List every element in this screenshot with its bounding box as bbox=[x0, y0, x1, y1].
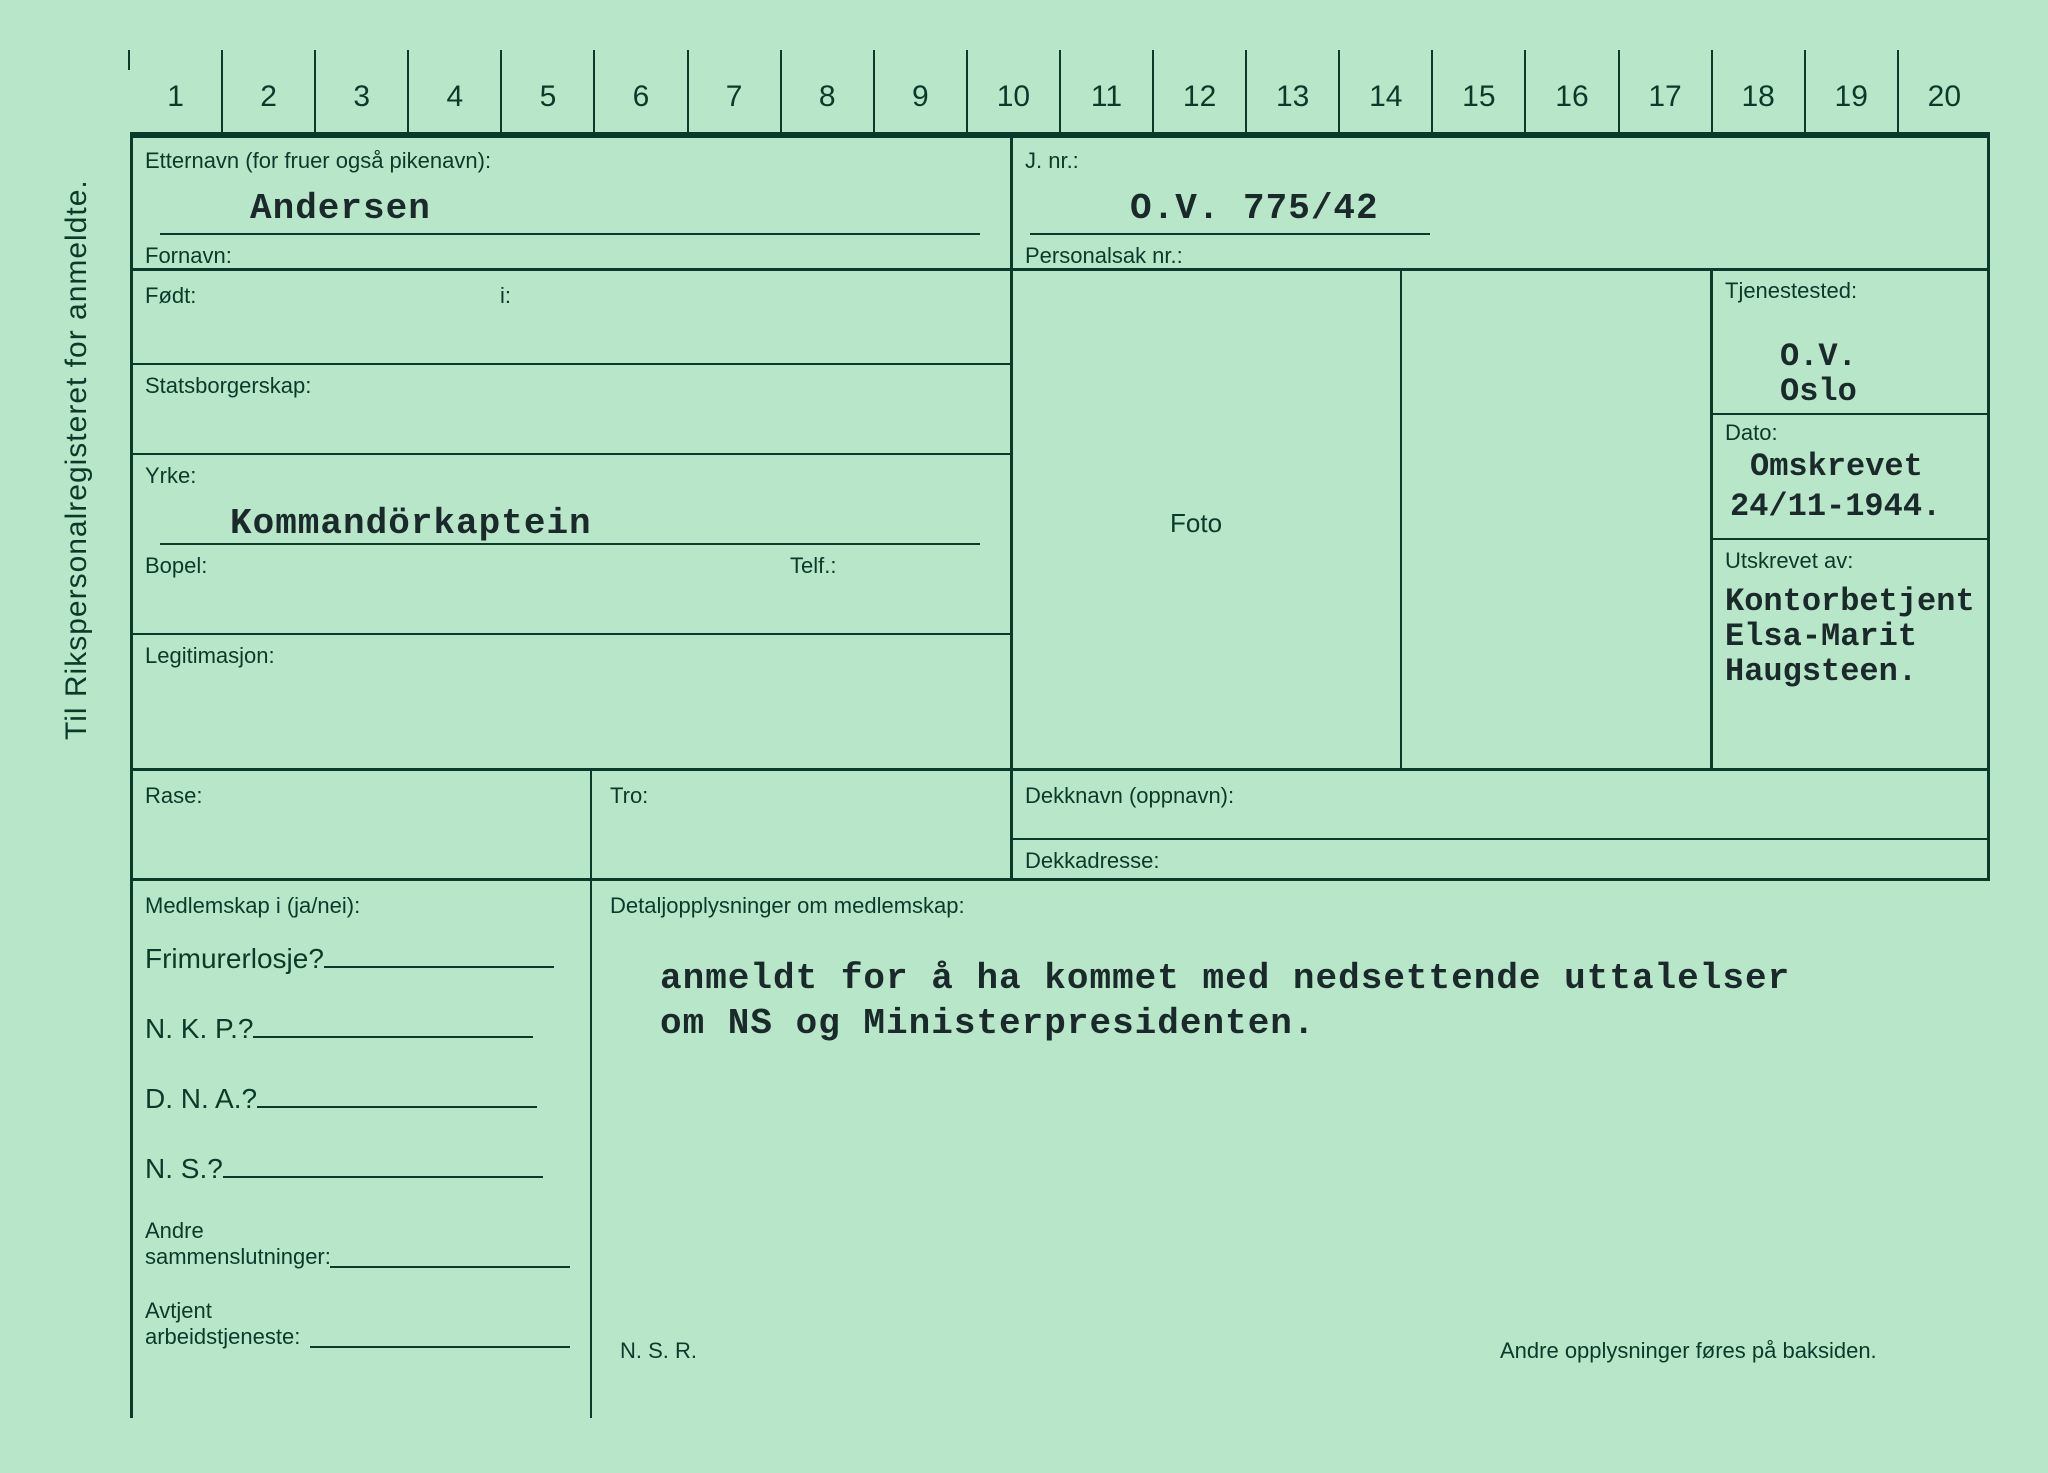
label-ns: N. S.? bbox=[145, 1153, 223, 1184]
label-dato: Dato: bbox=[1725, 420, 1778, 446]
ruler-tick: 18 bbox=[1711, 50, 1804, 132]
ruler-tick: 7 bbox=[687, 50, 780, 132]
ruler-tick: 14 bbox=[1338, 50, 1431, 132]
ruler-tick: 4 bbox=[407, 50, 500, 132]
value-yrke: Kommandörkaptein bbox=[230, 503, 592, 544]
form-area: Etternavn (for fruer også pikenavn): And… bbox=[130, 135, 1990, 1415]
value-dato-1: Omskrevet bbox=[1750, 448, 1923, 485]
value-detalj-1: anmeldt for å ha kommet med nedsettende … bbox=[660, 958, 1790, 999]
label-legitimasjon: Legitimasjon: bbox=[145, 643, 275, 669]
value-utskrevet-1: Kontorbetjent bbox=[1725, 583, 1975, 620]
label-avtjent: Avtjent arbeidstjeneste: bbox=[145, 1298, 300, 1350]
value-detalj-2: om NS og Ministerpresidenten. bbox=[660, 1003, 1316, 1044]
ruler: 1234567891011121314151617181920 bbox=[130, 50, 1990, 135]
label-i: i: bbox=[500, 283, 511, 309]
label-tro: Tro: bbox=[610, 783, 648, 809]
label-medlemskap: Medlemskap i (ja/nei): bbox=[145, 893, 360, 919]
label-dna: D. N. A.? bbox=[145, 1083, 257, 1114]
label-utskrevet: Utskrevet av: bbox=[1725, 548, 1853, 574]
ruler-tick: 12 bbox=[1152, 50, 1245, 132]
label-yrke: Yrke: bbox=[145, 463, 196, 489]
label-detalj: Detaljopplysninger om medlemskap: bbox=[610, 893, 965, 919]
label-personalsak: Personalsak nr.: bbox=[1025, 243, 1183, 269]
label-dekknavn: Dekknavn (oppnavn): bbox=[1025, 783, 1234, 809]
value-utskrevet-3: Haugsteen. bbox=[1725, 653, 1917, 690]
value-etternavn: Andersen bbox=[250, 188, 431, 229]
label-foto: Foto bbox=[1170, 508, 1222, 539]
value-utskrevet-2: Elsa-Marit bbox=[1725, 618, 1917, 655]
vertical-title: Til Rikspersonalregisteret for anmeldte. bbox=[60, 179, 94, 740]
value-jnr: O.V. 775/42 bbox=[1130, 188, 1379, 229]
ruler-tick: 6 bbox=[593, 50, 686, 132]
label-fornavn: Fornavn: bbox=[145, 243, 232, 269]
ruler-tick: 2 bbox=[221, 50, 314, 132]
ruler-tick: 15 bbox=[1431, 50, 1524, 132]
ruler-tick: 8 bbox=[780, 50, 873, 132]
ruler-tick: 20 bbox=[1897, 50, 1990, 132]
ruler-tick: 17 bbox=[1618, 50, 1711, 132]
ruler-tick: 11 bbox=[1059, 50, 1152, 132]
label-rase: Rase: bbox=[145, 783, 202, 809]
value-tjenestested-1: O.V. bbox=[1780, 338, 1857, 375]
registration-card: Til Rikspersonalregisteret for anmeldte.… bbox=[50, 40, 2000, 1430]
ruler-tick: 10 bbox=[966, 50, 1059, 132]
value-dato-2: 24/11-1944. bbox=[1730, 488, 1941, 525]
ruler-tick: 5 bbox=[500, 50, 593, 132]
label-telf: Telf.: bbox=[790, 553, 836, 579]
label-bopel: Bopel: bbox=[145, 553, 207, 579]
label-tjenestested: Tjenestested: bbox=[1725, 278, 1857, 304]
ruler-tick: 16 bbox=[1524, 50, 1617, 132]
label-frimurer: Frimurerlosje? bbox=[145, 943, 324, 974]
ruler-tick: 13 bbox=[1245, 50, 1338, 132]
label-fodt: Født: bbox=[145, 283, 196, 309]
label-jnr: J. nr.: bbox=[1025, 148, 1079, 174]
ruler-tick: 3 bbox=[314, 50, 407, 132]
label-andre-samm: Andre sammenslutninger: bbox=[145, 1218, 331, 1270]
label-dekkadresse: Dekkadresse: bbox=[1025, 848, 1160, 874]
label-baksiden: Andre opplysninger føres på baksiden. bbox=[1500, 1338, 1877, 1364]
label-etternavn: Etternavn (for fruer også pikenavn): bbox=[145, 148, 491, 174]
ruler-tick: 9 bbox=[873, 50, 966, 132]
ruler-tick: 1 bbox=[130, 50, 221, 132]
label-nsr: N. S. R. bbox=[620, 1338, 697, 1364]
ruler-tick: 19 bbox=[1804, 50, 1897, 132]
label-statsborgerskap: Statsborgerskap: bbox=[145, 373, 311, 399]
value-tjenestested-2: Oslo bbox=[1780, 373, 1857, 410]
label-nkp: N. K. P.? bbox=[145, 1013, 253, 1044]
